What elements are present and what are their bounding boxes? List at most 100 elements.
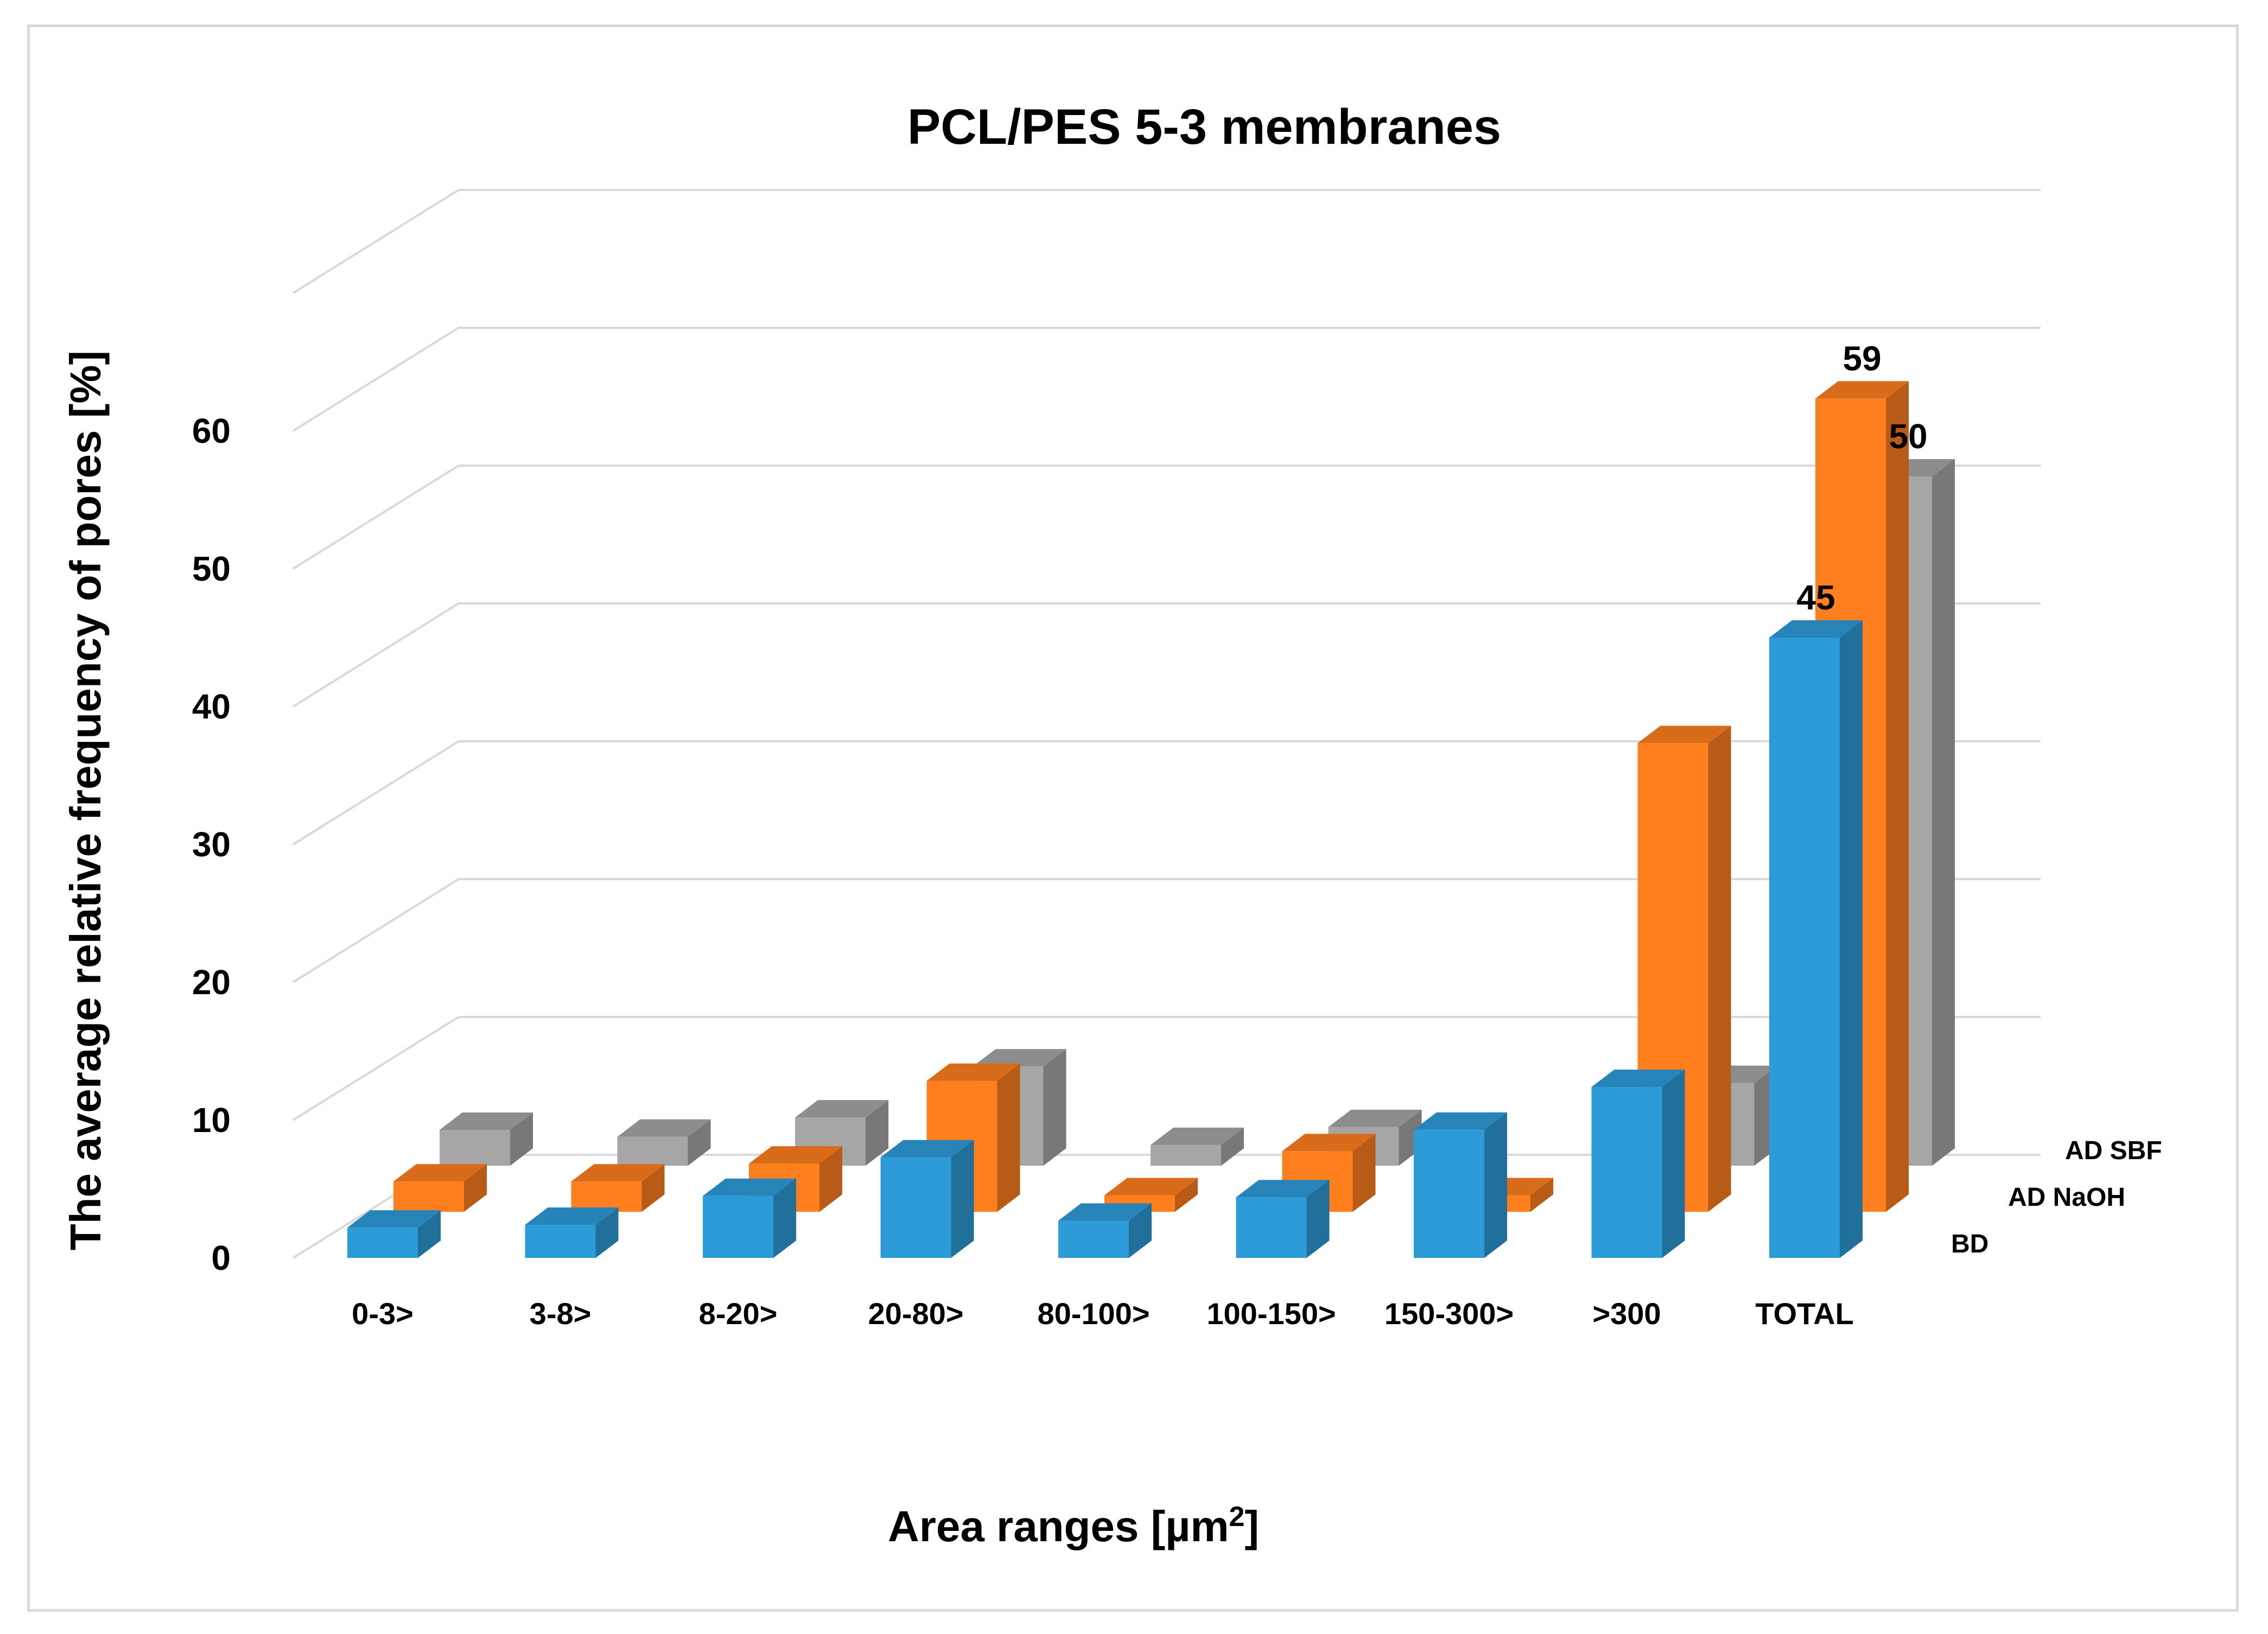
bar-top xyxy=(1282,1134,1376,1152)
bar-front xyxy=(1236,1197,1307,1258)
bar-bd-3-8 xyxy=(525,1207,619,1258)
bar-bd-150-300 xyxy=(1414,1112,1507,1258)
bar-top xyxy=(571,1164,665,1182)
x-tick-label-100-150: 100-150> xyxy=(1206,1296,1336,1331)
gridline-top xyxy=(292,189,2041,294)
bar-side xyxy=(595,1207,619,1258)
bar-side xyxy=(951,1140,974,1258)
y-tick-label: 40 xyxy=(192,687,231,726)
bar-ad-sbf-80-100 xyxy=(1151,1127,1244,1166)
bar-bd-20-80 xyxy=(880,1140,974,1258)
x-axis-title: Area ranges [µm2] xyxy=(888,1501,1259,1550)
x-axis-title-superscript: 2 xyxy=(1229,1501,1245,1533)
x-axis-title-main: Area ranges [µm xyxy=(888,1502,1229,1550)
bar-top xyxy=(393,1164,487,1182)
x-axis-title-end: ] xyxy=(1244,1502,1259,1550)
bar-top xyxy=(617,1119,711,1137)
bar-top xyxy=(973,1049,1066,1067)
bar-front xyxy=(525,1225,596,1258)
bar-ad-sbf-3-8 xyxy=(617,1119,711,1166)
bar-front xyxy=(347,1228,418,1258)
bar-top xyxy=(1104,1178,1198,1196)
bar-front xyxy=(1151,1145,1221,1166)
chart-title: PCL/PES 5-3 membranes xyxy=(907,99,1501,155)
bar-top xyxy=(1151,1127,1244,1145)
bar-side xyxy=(1886,381,1909,1212)
series-label-ad-naoh: AD NaOH xyxy=(2008,1183,2125,1212)
depth-axis-series-labels: BD AD NaOH AD SBF xyxy=(1951,1136,2162,1258)
bar-side xyxy=(1484,1112,1507,1258)
data-label-ad-naoh-total: 59 xyxy=(1843,339,1881,378)
bar-side xyxy=(1352,1134,1376,1212)
x-tick-label-300: >300 xyxy=(1592,1296,1661,1331)
y-tick-label: 50 xyxy=(192,549,231,588)
bar-side xyxy=(464,1164,487,1212)
bar-side xyxy=(1306,1180,1330,1258)
bar-top xyxy=(347,1210,441,1228)
y-axis-title: The average relative frequency of pores … xyxy=(61,351,110,1250)
bar-bd-80-100 xyxy=(1058,1203,1152,1258)
bar-side xyxy=(1932,459,1955,1166)
bar-top xyxy=(440,1112,533,1130)
bar-top xyxy=(703,1178,796,1196)
bar-side xyxy=(1175,1178,1198,1212)
gridline-20 xyxy=(292,878,2041,983)
bar-side xyxy=(1043,1049,1066,1166)
bar-ad-naoh-0-3 xyxy=(393,1164,487,1212)
bar-top xyxy=(1591,1070,1685,1088)
bar-top xyxy=(926,1063,1020,1081)
y-tick-label: 60 xyxy=(192,411,231,450)
bar-ad-sbf-0-3 xyxy=(440,1112,533,1166)
bar-top xyxy=(880,1140,974,1158)
bar-side xyxy=(997,1063,1020,1212)
bar-top xyxy=(525,1207,619,1225)
bar-front xyxy=(1769,638,1840,1258)
bar-bd-0-3 xyxy=(347,1210,441,1258)
y-tick-label: 20 xyxy=(192,963,231,1002)
bars xyxy=(347,381,1955,1258)
bar-front xyxy=(571,1181,642,1212)
bar-ad-naoh-3-8 xyxy=(571,1164,665,1212)
gridline-50 xyxy=(292,465,2041,570)
x-tick-label-total: TOTAL xyxy=(1755,1296,1853,1331)
gridlines xyxy=(292,189,2041,1259)
y-axis-ticks: 0 10 20 30 40 50 60 xyxy=(192,411,231,1277)
y-tick-label: 30 xyxy=(192,825,231,864)
data-label-bd-total: 45 xyxy=(1796,578,1835,617)
bar-top xyxy=(749,1146,842,1164)
bar-front xyxy=(1591,1087,1662,1258)
x-tick-label-150-300: 150-300> xyxy=(1384,1296,1514,1331)
x-tick-label-20-80: 20-80> xyxy=(868,1296,964,1331)
x-tick-label-80-100: 80-100> xyxy=(1037,1296,1149,1331)
bar-side xyxy=(1129,1203,1152,1258)
bar-side xyxy=(773,1178,796,1258)
bar-side xyxy=(1662,1070,1685,1258)
gridline-30 xyxy=(292,740,2041,845)
bar-top xyxy=(1769,620,1863,638)
bar-front xyxy=(880,1157,951,1258)
bar-bd-300 xyxy=(1591,1070,1685,1258)
bar-front xyxy=(1058,1220,1129,1258)
bar-side xyxy=(510,1112,533,1166)
bar-front xyxy=(393,1181,464,1212)
gridline-40 xyxy=(292,602,2041,708)
bar-front xyxy=(440,1129,510,1166)
bar-side xyxy=(641,1164,665,1212)
bar-top xyxy=(795,1100,888,1118)
y-tick-label: 10 xyxy=(192,1101,231,1140)
bar-side xyxy=(866,1100,888,1166)
series-label-bd: BD xyxy=(1951,1230,1989,1258)
bar-bd-100-150 xyxy=(1236,1180,1330,1258)
bar-side xyxy=(819,1146,842,1212)
bar-top xyxy=(1236,1180,1330,1198)
bar-bd-total xyxy=(1769,620,1863,1258)
bar-bd-8-20 xyxy=(703,1178,796,1258)
bar-front xyxy=(617,1136,688,1166)
x-tick-label-8-20: 8-20> xyxy=(699,1296,778,1331)
bar-side xyxy=(1530,1178,1553,1212)
gridline-60 xyxy=(292,327,2041,432)
x-tick-label-3-8: 3-8> xyxy=(530,1296,592,1331)
x-axis-ticks: 0-3> 3-8> 8-20> 20-80> 80-100> 100-150> 150-30… xyxy=(352,1296,1854,1331)
bar-side xyxy=(1708,726,1731,1212)
